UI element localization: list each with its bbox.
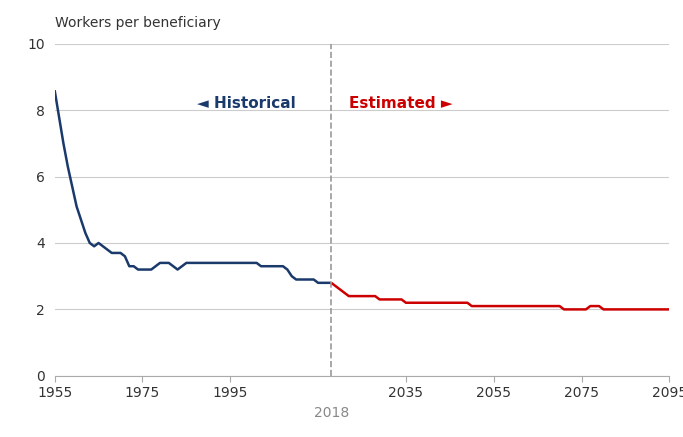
- Text: ◄ Historical: ◄ Historical: [197, 96, 296, 111]
- Text: Estimated ►: Estimated ►: [349, 96, 452, 111]
- Text: 2018: 2018: [313, 406, 349, 420]
- Text: Workers per beneficiary: Workers per beneficiary: [55, 17, 221, 31]
